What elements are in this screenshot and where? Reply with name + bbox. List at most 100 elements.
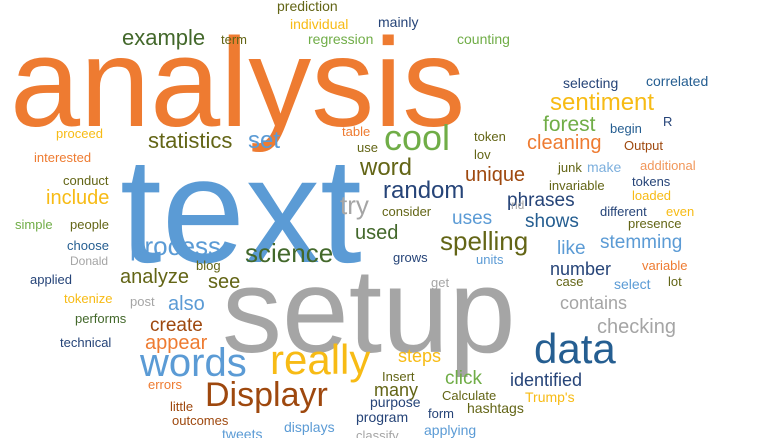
word-lov: lov bbox=[474, 147, 491, 162]
word-tokens: tokens bbox=[632, 174, 671, 189]
word-rid: rid bbox=[511, 198, 524, 212]
word-tokenize: tokenize bbox=[64, 291, 112, 306]
word-try: try bbox=[340, 190, 369, 220]
word-grows: grows bbox=[393, 250, 428, 265]
word-technical: technical bbox=[60, 335, 111, 350]
word-invariable: invariable bbox=[549, 178, 605, 193]
word-like: like bbox=[557, 238, 586, 259]
word-insert: Insert bbox=[382, 369, 415, 384]
word-text: text bbox=[120, 126, 362, 294]
word-correlated: correlated bbox=[646, 73, 708, 89]
word-program: program bbox=[356, 409, 408, 425]
word-example: example bbox=[122, 25, 205, 50]
word-presence: presence bbox=[628, 216, 681, 231]
word-also: also bbox=[168, 293, 205, 315]
word-number: number bbox=[550, 259, 611, 279]
word-table: table bbox=[342, 124, 370, 139]
word-identified: identified bbox=[510, 370, 582, 390]
word-token: token bbox=[474, 129, 506, 144]
word-create: create bbox=[150, 315, 203, 336]
word-post: post bbox=[130, 294, 155, 309]
word-words: words bbox=[139, 341, 247, 385]
word-science: science bbox=[245, 238, 333, 268]
word-word: word bbox=[359, 154, 412, 181]
word-selecting: selecting bbox=[563, 75, 618, 91]
word-random: random bbox=[383, 177, 464, 204]
word-analysis: analysis bbox=[10, 12, 465, 153]
word-loaded: loaded bbox=[632, 188, 671, 203]
word-begin: begin bbox=[610, 121, 642, 136]
word-regression: regression bbox=[308, 31, 373, 47]
word-purpose: purpose bbox=[370, 394, 421, 410]
word-r: R bbox=[663, 114, 672, 129]
word-additional: additional bbox=[640, 158, 696, 173]
word-get: get bbox=[431, 275, 449, 290]
word-conduct: conduct bbox=[63, 173, 109, 188]
word-proceed: proceed bbox=[56, 126, 103, 141]
word-mainly: mainly bbox=[378, 14, 418, 30]
word-donald: Donald bbox=[70, 254, 108, 268]
word-steps: steps bbox=[398, 346, 441, 366]
word-contains: contains bbox=[560, 293, 627, 313]
word-cleaning: cleaning bbox=[527, 132, 602, 154]
word-statistics: statistics bbox=[148, 128, 232, 153]
word-sentiment: sentiment bbox=[550, 89, 654, 116]
word-really: really bbox=[270, 336, 370, 383]
word-displays: displays bbox=[284, 419, 335, 435]
word-process: process bbox=[130, 231, 221, 261]
word-prediction: prediction bbox=[277, 0, 338, 14]
word-consider: consider bbox=[382, 204, 432, 219]
word-interested: interested bbox=[34, 150, 91, 165]
word-make: make bbox=[587, 159, 621, 175]
word-setup: setup bbox=[222, 244, 516, 378]
word-uses: uses bbox=[452, 208, 492, 229]
word-checking: checking bbox=[597, 316, 676, 338]
word-lot: lot bbox=[668, 274, 682, 289]
word-cool: cool bbox=[384, 117, 450, 158]
word-stemming: stemming bbox=[600, 232, 682, 253]
word-applying: applying bbox=[424, 422, 476, 438]
word-many: many bbox=[374, 380, 418, 400]
word-blog: blog bbox=[196, 258, 221, 273]
word-use: use bbox=[357, 140, 378, 155]
word-hashtags: hashtags bbox=[467, 400, 524, 416]
word-include: include bbox=[46, 187, 109, 209]
word-forest: forest bbox=[543, 113, 596, 136]
word-performs: performs bbox=[75, 311, 127, 326]
word-trump-s: Trump's bbox=[525, 389, 575, 405]
word-shows: shows bbox=[525, 211, 579, 232]
word-different: different bbox=[600, 204, 647, 219]
word-tweets: tweets bbox=[222, 426, 262, 438]
word-case: case bbox=[556, 274, 583, 289]
word-individual: individual bbox=[290, 16, 348, 32]
word-simple: simple bbox=[15, 217, 53, 232]
word-spelling: spelling bbox=[440, 226, 528, 256]
word-form: form bbox=[428, 406, 454, 421]
word-people: people bbox=[70, 217, 109, 232]
word-variable: variable bbox=[642, 258, 688, 273]
word-data: data bbox=[534, 325, 616, 372]
word-output: Output bbox=[624, 138, 663, 153]
word-outcomes: outcomes bbox=[172, 413, 229, 428]
word-classify: classify bbox=[356, 428, 399, 438]
word-select: select bbox=[614, 276, 651, 292]
word-see: see bbox=[208, 271, 240, 293]
word-applied: applied bbox=[30, 272, 72, 287]
word-phrases: phrases bbox=[507, 190, 575, 211]
word-errors: errors bbox=[148, 377, 182, 392]
word-analyze: analyze bbox=[120, 266, 189, 288]
word-calculate: Calculate bbox=[442, 388, 496, 403]
word-unique: unique bbox=[465, 164, 525, 186]
word-junk: junk bbox=[557, 160, 582, 175]
word-counting: counting bbox=[457, 31, 510, 47]
word-units: units bbox=[476, 252, 504, 267]
word-click: click bbox=[445, 368, 482, 389]
word-even: even bbox=[666, 204, 694, 219]
word-used: used bbox=[355, 222, 398, 244]
word-appear: appear bbox=[145, 332, 208, 354]
word-choose: choose bbox=[67, 238, 109, 253]
word-displayr: Displayr bbox=[205, 376, 328, 414]
word-little: little bbox=[170, 399, 193, 414]
